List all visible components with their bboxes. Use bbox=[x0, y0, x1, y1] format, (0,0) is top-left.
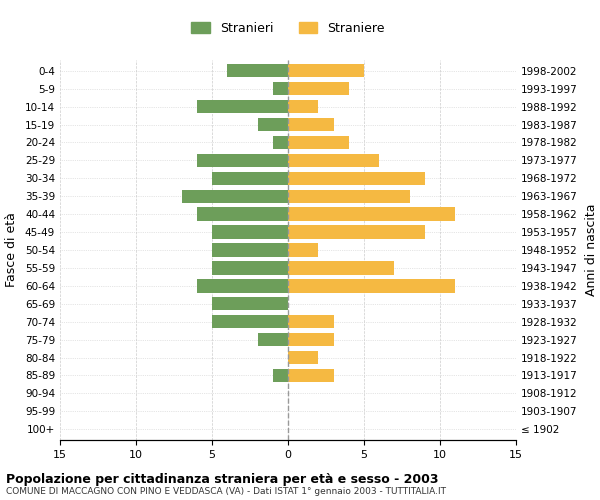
Text: Popolazione per cittadinanza straniera per età e sesso - 2003: Popolazione per cittadinanza straniera p… bbox=[6, 472, 439, 486]
Bar bbox=[257, 118, 288, 131]
Bar bbox=[288, 154, 379, 167]
Bar bbox=[197, 100, 288, 114]
Bar bbox=[288, 190, 410, 203]
Bar bbox=[197, 279, 288, 292]
Bar bbox=[197, 208, 288, 221]
Bar bbox=[212, 226, 288, 239]
Bar bbox=[288, 351, 319, 364]
Bar bbox=[212, 297, 288, 310]
Bar bbox=[197, 154, 288, 167]
Bar bbox=[288, 369, 334, 382]
Bar bbox=[288, 279, 455, 292]
Bar bbox=[273, 82, 288, 96]
Bar bbox=[273, 136, 288, 149]
Bar bbox=[212, 172, 288, 185]
Y-axis label: Fasce di età: Fasce di età bbox=[5, 212, 18, 288]
Bar bbox=[288, 82, 349, 96]
Text: COMUNE DI MACCAGNO CON PINO E VEDDASCA (VA) - Dati ISTAT 1° gennaio 2003 - TUTTI: COMUNE DI MACCAGNO CON PINO E VEDDASCA (… bbox=[6, 488, 446, 496]
Bar bbox=[288, 100, 319, 114]
Bar bbox=[288, 333, 334, 346]
Bar bbox=[288, 315, 334, 328]
Bar bbox=[212, 261, 288, 274]
Bar bbox=[212, 244, 288, 256]
Legend: Stranieri, Straniere: Stranieri, Straniere bbox=[186, 17, 390, 40]
Y-axis label: Anni di nascita: Anni di nascita bbox=[584, 204, 598, 296]
Bar bbox=[257, 333, 288, 346]
Bar bbox=[288, 118, 334, 131]
Bar bbox=[288, 208, 455, 221]
Bar bbox=[288, 136, 349, 149]
Bar bbox=[227, 64, 288, 78]
Bar bbox=[273, 369, 288, 382]
Bar bbox=[288, 226, 425, 239]
Bar bbox=[288, 261, 394, 274]
Bar bbox=[288, 64, 364, 78]
Bar bbox=[182, 190, 288, 203]
Bar bbox=[288, 172, 425, 185]
Bar bbox=[288, 244, 319, 256]
Bar bbox=[212, 315, 288, 328]
